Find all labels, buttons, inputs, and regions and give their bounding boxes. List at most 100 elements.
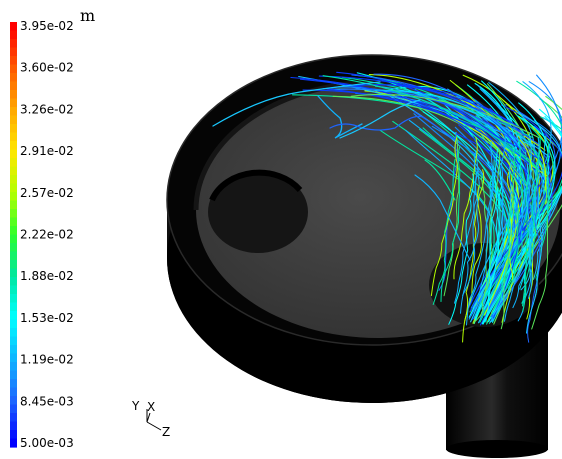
streamline <box>464 169 485 322</box>
colorbar-segment <box>10 413 17 423</box>
colorbar-segment <box>10 132 17 142</box>
colorbar-tick-label: 3.26e-02 <box>20 102 74 116</box>
colorbar-segment <box>10 56 17 66</box>
colorbar-segment <box>10 39 17 49</box>
streamline <box>526 174 543 334</box>
colorbar-segment <box>10 370 17 380</box>
streamline <box>322 75 540 172</box>
streamline <box>368 74 546 151</box>
colorbar-segment <box>10 107 17 117</box>
streamline <box>527 185 541 343</box>
colorbar-segment <box>10 209 17 219</box>
streamline <box>482 115 556 325</box>
streamline <box>491 80 562 316</box>
colorbar-tick-label: 1.19e-02 <box>20 353 74 367</box>
streamline <box>373 73 530 153</box>
colorbar-tick-label: 5.00e-03 <box>20 436 74 450</box>
colorbar-segment <box>10 217 17 227</box>
colorbar-segment <box>10 115 17 125</box>
streamline <box>521 161 536 304</box>
streamline <box>355 92 523 176</box>
colorbar-tick-label: 1.88e-02 <box>20 269 74 283</box>
streamline <box>462 185 482 343</box>
streamline <box>469 124 551 312</box>
colorbar-tick-label: 2.91e-02 <box>20 144 74 158</box>
colorbar-segment <box>10 73 17 83</box>
colorbar-segment <box>10 421 17 431</box>
colorbar-segment <box>10 362 17 372</box>
streamline <box>504 173 526 322</box>
colorbar-segment <box>10 183 17 193</box>
streamline <box>473 81 552 319</box>
streamline <box>462 153 480 296</box>
streamline <box>317 95 363 139</box>
colorbar-segment <box>10 353 17 363</box>
streamline <box>531 169 549 330</box>
colorbar-segment <box>10 430 17 440</box>
streamline <box>492 148 516 311</box>
colorbar-tick-label: 2.22e-02 <box>20 228 74 242</box>
colorbar-segment <box>10 277 17 287</box>
streamline <box>472 97 520 308</box>
streamline <box>486 148 498 305</box>
colorbar-tick-label: 1.53e-02 <box>20 311 74 325</box>
colorbar-segment <box>10 192 17 202</box>
colorbar-segment <box>10 311 17 321</box>
streamline <box>458 124 522 319</box>
streamline <box>476 141 495 304</box>
colorbar-segment <box>10 47 17 57</box>
colorbar-segment <box>10 328 17 338</box>
streamline <box>472 125 562 320</box>
colorbar-tick-label: 8.45e-03 <box>20 394 74 408</box>
streamline <box>454 151 480 304</box>
colorbar-tick-label: 3.60e-02 <box>20 61 74 75</box>
axis-label-z: Z <box>162 425 170 439</box>
colorbar-segment <box>10 200 17 210</box>
colorbar-segment <box>10 175 17 185</box>
colorbar-segment <box>10 387 17 397</box>
colorbar-segment <box>10 294 17 304</box>
colorbar-segment <box>10 234 17 244</box>
colorbar-segment <box>10 64 17 74</box>
colorbar-segment <box>10 81 17 91</box>
colorbar-segment <box>10 251 17 261</box>
colorbar-segment <box>10 90 17 100</box>
streamline <box>440 145 461 302</box>
colorbar-segment <box>10 124 17 134</box>
streamline <box>414 174 471 261</box>
streamline <box>460 168 479 314</box>
colorbar-tick-label: 3.95e-02 <box>20 19 74 33</box>
colorbar-segment <box>10 404 17 414</box>
colorbar-segment <box>10 226 17 236</box>
colorbar-segment <box>10 336 17 346</box>
streamline <box>424 159 456 201</box>
colorbar-segment <box>10 98 17 108</box>
colorbar-segment <box>10 268 17 278</box>
colorbar-segment <box>10 260 17 270</box>
streamline <box>485 159 503 323</box>
streamline <box>522 137 541 307</box>
streamline <box>447 128 530 306</box>
streamlines <box>212 71 562 343</box>
colorbar-segment <box>10 166 17 176</box>
streamline <box>539 149 547 191</box>
colorbar-segment <box>10 319 17 329</box>
colorbar-segment <box>10 22 17 32</box>
axes-triad: Y X Z <box>131 399 170 439</box>
streamline <box>329 115 426 131</box>
streamline <box>534 141 550 299</box>
colorbar-segment <box>10 438 17 448</box>
inlet-hole <box>208 169 308 253</box>
streamline <box>401 94 513 325</box>
colorbar-segment <box>10 285 17 295</box>
colorbar-tick-label: 2.57e-02 <box>20 186 74 200</box>
streamline <box>507 138 524 289</box>
colorbar-segment <box>10 243 17 253</box>
colorbar-segment <box>10 379 17 389</box>
streamline <box>339 88 530 154</box>
streamline <box>448 173 475 325</box>
streamline <box>318 75 527 133</box>
streamline <box>432 159 456 305</box>
colorbar-segment <box>10 396 17 406</box>
